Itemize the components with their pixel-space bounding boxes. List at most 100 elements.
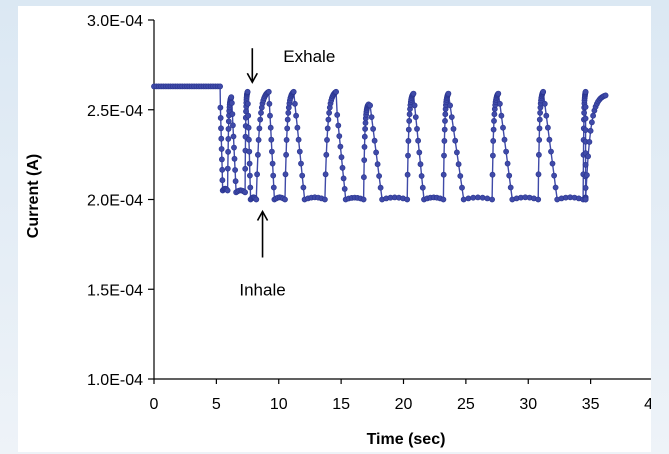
- data-point: [225, 118, 232, 125]
- y-axis-title: Current (A): [25, 154, 42, 238]
- data-point: [501, 136, 508, 143]
- data-point: [258, 109, 264, 116]
- data-point: [321, 196, 328, 203]
- data-point: [452, 137, 459, 144]
- data-point: [224, 187, 231, 194]
- data-point: [245, 124, 252, 131]
- data-point: [546, 136, 553, 143]
- data-point: [416, 149, 423, 156]
- data-point: [244, 100, 251, 107]
- data-point: [582, 115, 589, 122]
- data-point: [325, 116, 332, 123]
- data-point: [218, 135, 225, 142]
- data-point: [228, 94, 235, 101]
- data-point: [255, 136, 262, 143]
- data-point: [219, 177, 226, 184]
- data-point: [340, 175, 347, 182]
- data-point: [440, 171, 447, 178]
- chart-card: Exhale Inhale 1.0E-04 1.5E-04 2.0E-04 2.5E-0…: [18, 6, 651, 452]
- data-point: [282, 196, 288, 203]
- data-point: [284, 125, 291, 132]
- data-point: [360, 196, 367, 203]
- data-point: [441, 126, 448, 133]
- data-point: [334, 112, 341, 118]
- data-point: [225, 135, 232, 142]
- data-point: [406, 111, 413, 118]
- data-point: [582, 127, 589, 133]
- data-point: [324, 136, 330, 143]
- x-tick-label: 0: [150, 396, 159, 413]
- x-tick-label: 15: [332, 396, 350, 413]
- data-point: [218, 125, 224, 132]
- data-point: [266, 100, 273, 107]
- data-point: [229, 122, 236, 129]
- data-point: [581, 109, 587, 116]
- data-point: [536, 136, 543, 143]
- data-point: [536, 116, 543, 123]
- data-point: [548, 148, 554, 155]
- data-point: [282, 171, 289, 178]
- data-point: [582, 196, 589, 203]
- data-point: [405, 152, 411, 159]
- data-point: [503, 148, 509, 155]
- data-point: [582, 184, 589, 191]
- data-point: [584, 172, 590, 178]
- data-point: [370, 126, 376, 132]
- data-point: [489, 196, 495, 203]
- data-point: [582, 88, 589, 95]
- data-point: [217, 104, 224, 111]
- x-tick-label: 40: [644, 396, 651, 413]
- data-point: [500, 124, 506, 131]
- data-point: [229, 111, 236, 117]
- data-point: [545, 124, 551, 131]
- data-point: [411, 102, 418, 109]
- data-point: [268, 148, 275, 155]
- data-point: [265, 88, 272, 95]
- data-point: [506, 172, 513, 179]
- data-point: [270, 184, 277, 191]
- data-point: [338, 154, 345, 161]
- x-axis-title: Time (sec): [367, 431, 446, 448]
- data-point: [455, 161, 462, 168]
- data-point: [490, 137, 497, 144]
- data-point: [299, 172, 306, 179]
- data-point: [491, 118, 497, 124]
- data-point: [360, 174, 367, 181]
- data-point: [412, 114, 419, 120]
- data-point: [339, 164, 346, 171]
- data-point: [231, 155, 238, 162]
- data-point: [224, 165, 231, 172]
- data-point: [335, 122, 342, 129]
- data-point: [590, 112, 596, 119]
- data-point: [489, 152, 496, 159]
- data-point: [322, 171, 329, 178]
- data-point: [253, 196, 260, 203]
- data-point: [232, 167, 238, 173]
- x-tick-label: 20: [395, 396, 413, 413]
- data-point: [219, 166, 226, 173]
- data-point: [414, 126, 420, 132]
- data-point: [361, 143, 368, 150]
- data-point: [450, 126, 457, 132]
- x-tick-label: 25: [457, 396, 475, 413]
- data-point: [496, 100, 503, 107]
- data-point: [361, 133, 368, 140]
- data-point: [587, 127, 594, 134]
- data-point: [218, 146, 225, 152]
- data-point: [479, 194, 486, 201]
- data-point: [582, 161, 589, 168]
- data-point: [489, 171, 496, 178]
- data-point: [225, 126, 232, 132]
- data-point: [244, 88, 251, 95]
- data-point: [323, 151, 330, 158]
- data-point: [404, 171, 411, 178]
- data-point: [225, 148, 231, 155]
- data-point: [256, 125, 263, 132]
- data-point: [324, 125, 331, 132]
- data-point: [230, 133, 237, 140]
- data-point: [404, 196, 411, 203]
- data-point: [484, 195, 491, 202]
- exhale-label: Exhale: [283, 47, 335, 66]
- data-point: [457, 173, 464, 179]
- x-tick-label: 5: [212, 396, 221, 413]
